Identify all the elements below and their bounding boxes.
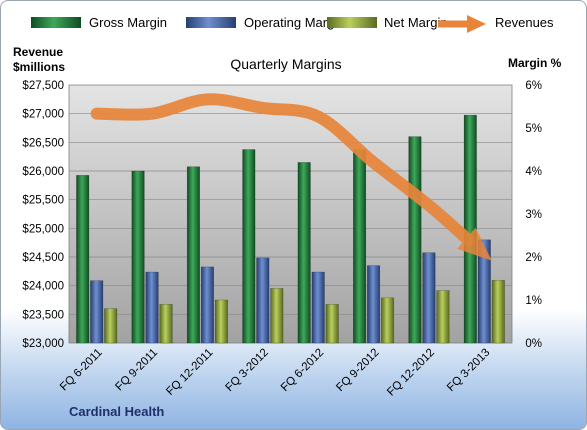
company-label: Cardinal Health (69, 404, 164, 419)
right-axis-ticks: 0% 1% 2% 3% 4% 5% 6% (525, 80, 542, 350)
legend-label-gross-margin: Gross Margin (89, 15, 167, 30)
bar-operating-margin (200, 266, 214, 344)
legend-swatch-operating-margin (186, 17, 236, 28)
right-tick-label: 6% (525, 80, 542, 92)
chart-title: Quarterly Margins (230, 56, 341, 72)
x-tick-label: FQ 9-2012 (334, 347, 381, 394)
bar-operating-margin (422, 252, 436, 344)
bar-operating-margin (256, 257, 270, 344)
left-tick-label: $26,500 (22, 137, 64, 149)
left-axis-title-line2: $millions (13, 60, 65, 74)
bar-gross-margin (297, 162, 311, 344)
x-tick-label: FQ 12-2012 (385, 347, 437, 399)
bar-operating-margin (145, 271, 159, 344)
legend-label-revenues: Revenues (495, 15, 554, 30)
left-tick-label: $27,000 (22, 109, 64, 121)
x-tick-label: FQ 6-2011 (58, 347, 105, 394)
left-axis-ticks: $23,000 $23,500 $24,000 $24,500 $25,000 $25,5… (22, 80, 64, 350)
x-tick-label: FQ 6-2012 (279, 347, 326, 394)
right-tick-label: 5% (525, 123, 542, 135)
left-tick-label: $24,000 (22, 281, 64, 293)
bar-gross-margin (186, 166, 200, 344)
left-tick-label: $23,500 (22, 309, 64, 321)
right-tick-label: 0% (525, 338, 542, 350)
x-axis-labels: FQ 6-2011 FQ 9-2011 FQ 12-2011 FQ 3-2012 FQ … (58, 347, 492, 399)
left-tick-label: $26,000 (22, 166, 64, 178)
bar-operating-margin (477, 239, 491, 344)
bar-series (76, 114, 505, 344)
bar-net-margin (104, 308, 118, 344)
bar-gross-margin (353, 149, 367, 344)
x-tick-label: FQ 9-2011 (113, 347, 160, 394)
bar-gross-margin (76, 175, 90, 344)
x-tick-label: FQ 3-2012 (224, 347, 271, 394)
left-tick-label: $27,500 (22, 80, 64, 92)
right-axis-title: Margin % (508, 56, 562, 70)
revenues-line (90, 93, 492, 261)
bar-net-margin (491, 279, 505, 344)
bar-net-margin (159, 304, 173, 344)
right-tick-label: 3% (525, 209, 542, 221)
left-axis-title-line1: Revenue (13, 45, 63, 59)
bar-operating-margin (367, 265, 381, 344)
bar-net-margin (270, 288, 284, 344)
bar-net-margin (325, 304, 339, 344)
left-tick-label: $24,500 (22, 252, 64, 264)
bar-net-margin (436, 290, 450, 344)
legend-arrowhead-revenues (467, 15, 486, 33)
right-tick-label: 2% (525, 252, 542, 264)
legend: Gross Margin Operating Margin Net Margin… (31, 15, 554, 33)
revenues-line-series (90, 93, 492, 261)
x-tick-label: FQ 3-2013 (445, 347, 492, 394)
bar-operating-margin (311, 271, 325, 344)
bar-net-margin (381, 297, 395, 344)
legend-label-net-margin: Net Margin (384, 15, 448, 30)
left-tick-label: $23,000 (22, 338, 64, 350)
bar-gross-margin (408, 136, 422, 344)
bar-gross-margin (463, 114, 477, 344)
left-tick-label: $25,500 (22, 195, 64, 207)
legend-label-operating-margin: Operating Margin (244, 15, 344, 30)
left-tick-label: $25,000 (22, 223, 64, 235)
bar-net-margin (214, 299, 228, 344)
bar-gross-margin (131, 170, 145, 344)
right-tick-label: 1% (525, 295, 542, 307)
right-tick-label: 4% (525, 166, 542, 178)
bar-operating-margin (90, 280, 104, 344)
bar-gross-margin (242, 149, 256, 344)
legend-swatch-gross-margin (31, 17, 81, 28)
legend-swatch-net-margin (327, 17, 377, 28)
x-tick-label: FQ 12-2011 (164, 347, 215, 398)
